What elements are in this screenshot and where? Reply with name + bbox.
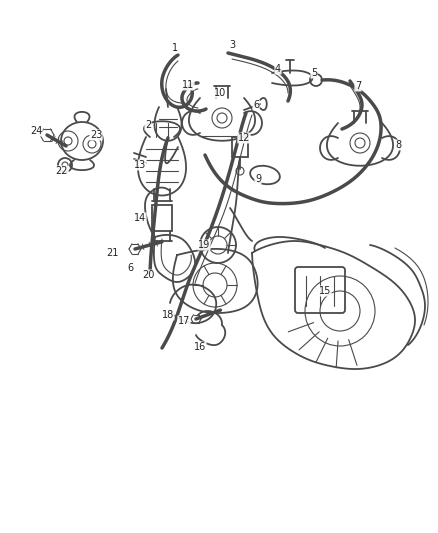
Text: 11: 11 [182, 80, 194, 90]
Text: 8: 8 [395, 140, 401, 150]
Text: 18: 18 [162, 310, 174, 320]
Text: 13: 13 [134, 160, 146, 170]
Text: 6: 6 [253, 100, 259, 110]
Text: 19: 19 [198, 240, 210, 250]
Text: 21: 21 [106, 248, 118, 258]
Text: 2: 2 [145, 120, 151, 130]
Text: 20: 20 [142, 270, 154, 280]
Bar [232, 137, 248, 157]
Text: 1: 1 [172, 43, 178, 53]
Text: 3: 3 [229, 40, 235, 50]
Text: 7: 7 [355, 81, 361, 91]
Bar [152, 205, 172, 231]
Text: 15: 15 [319, 286, 331, 296]
Text: 16: 16 [194, 342, 206, 352]
Text: 6: 6 [127, 263, 133, 273]
Text: 10: 10 [214, 88, 226, 98]
Text: 4: 4 [275, 64, 281, 74]
Text: 24: 24 [30, 126, 42, 136]
Text: 5: 5 [311, 68, 317, 78]
Text: 12: 12 [238, 133, 250, 143]
Text: 9: 9 [255, 174, 261, 184]
Text: 23: 23 [90, 130, 102, 140]
Text: 14: 14 [134, 213, 146, 223]
Text: 22: 22 [56, 166, 68, 176]
Text: 17: 17 [178, 316, 190, 326]
